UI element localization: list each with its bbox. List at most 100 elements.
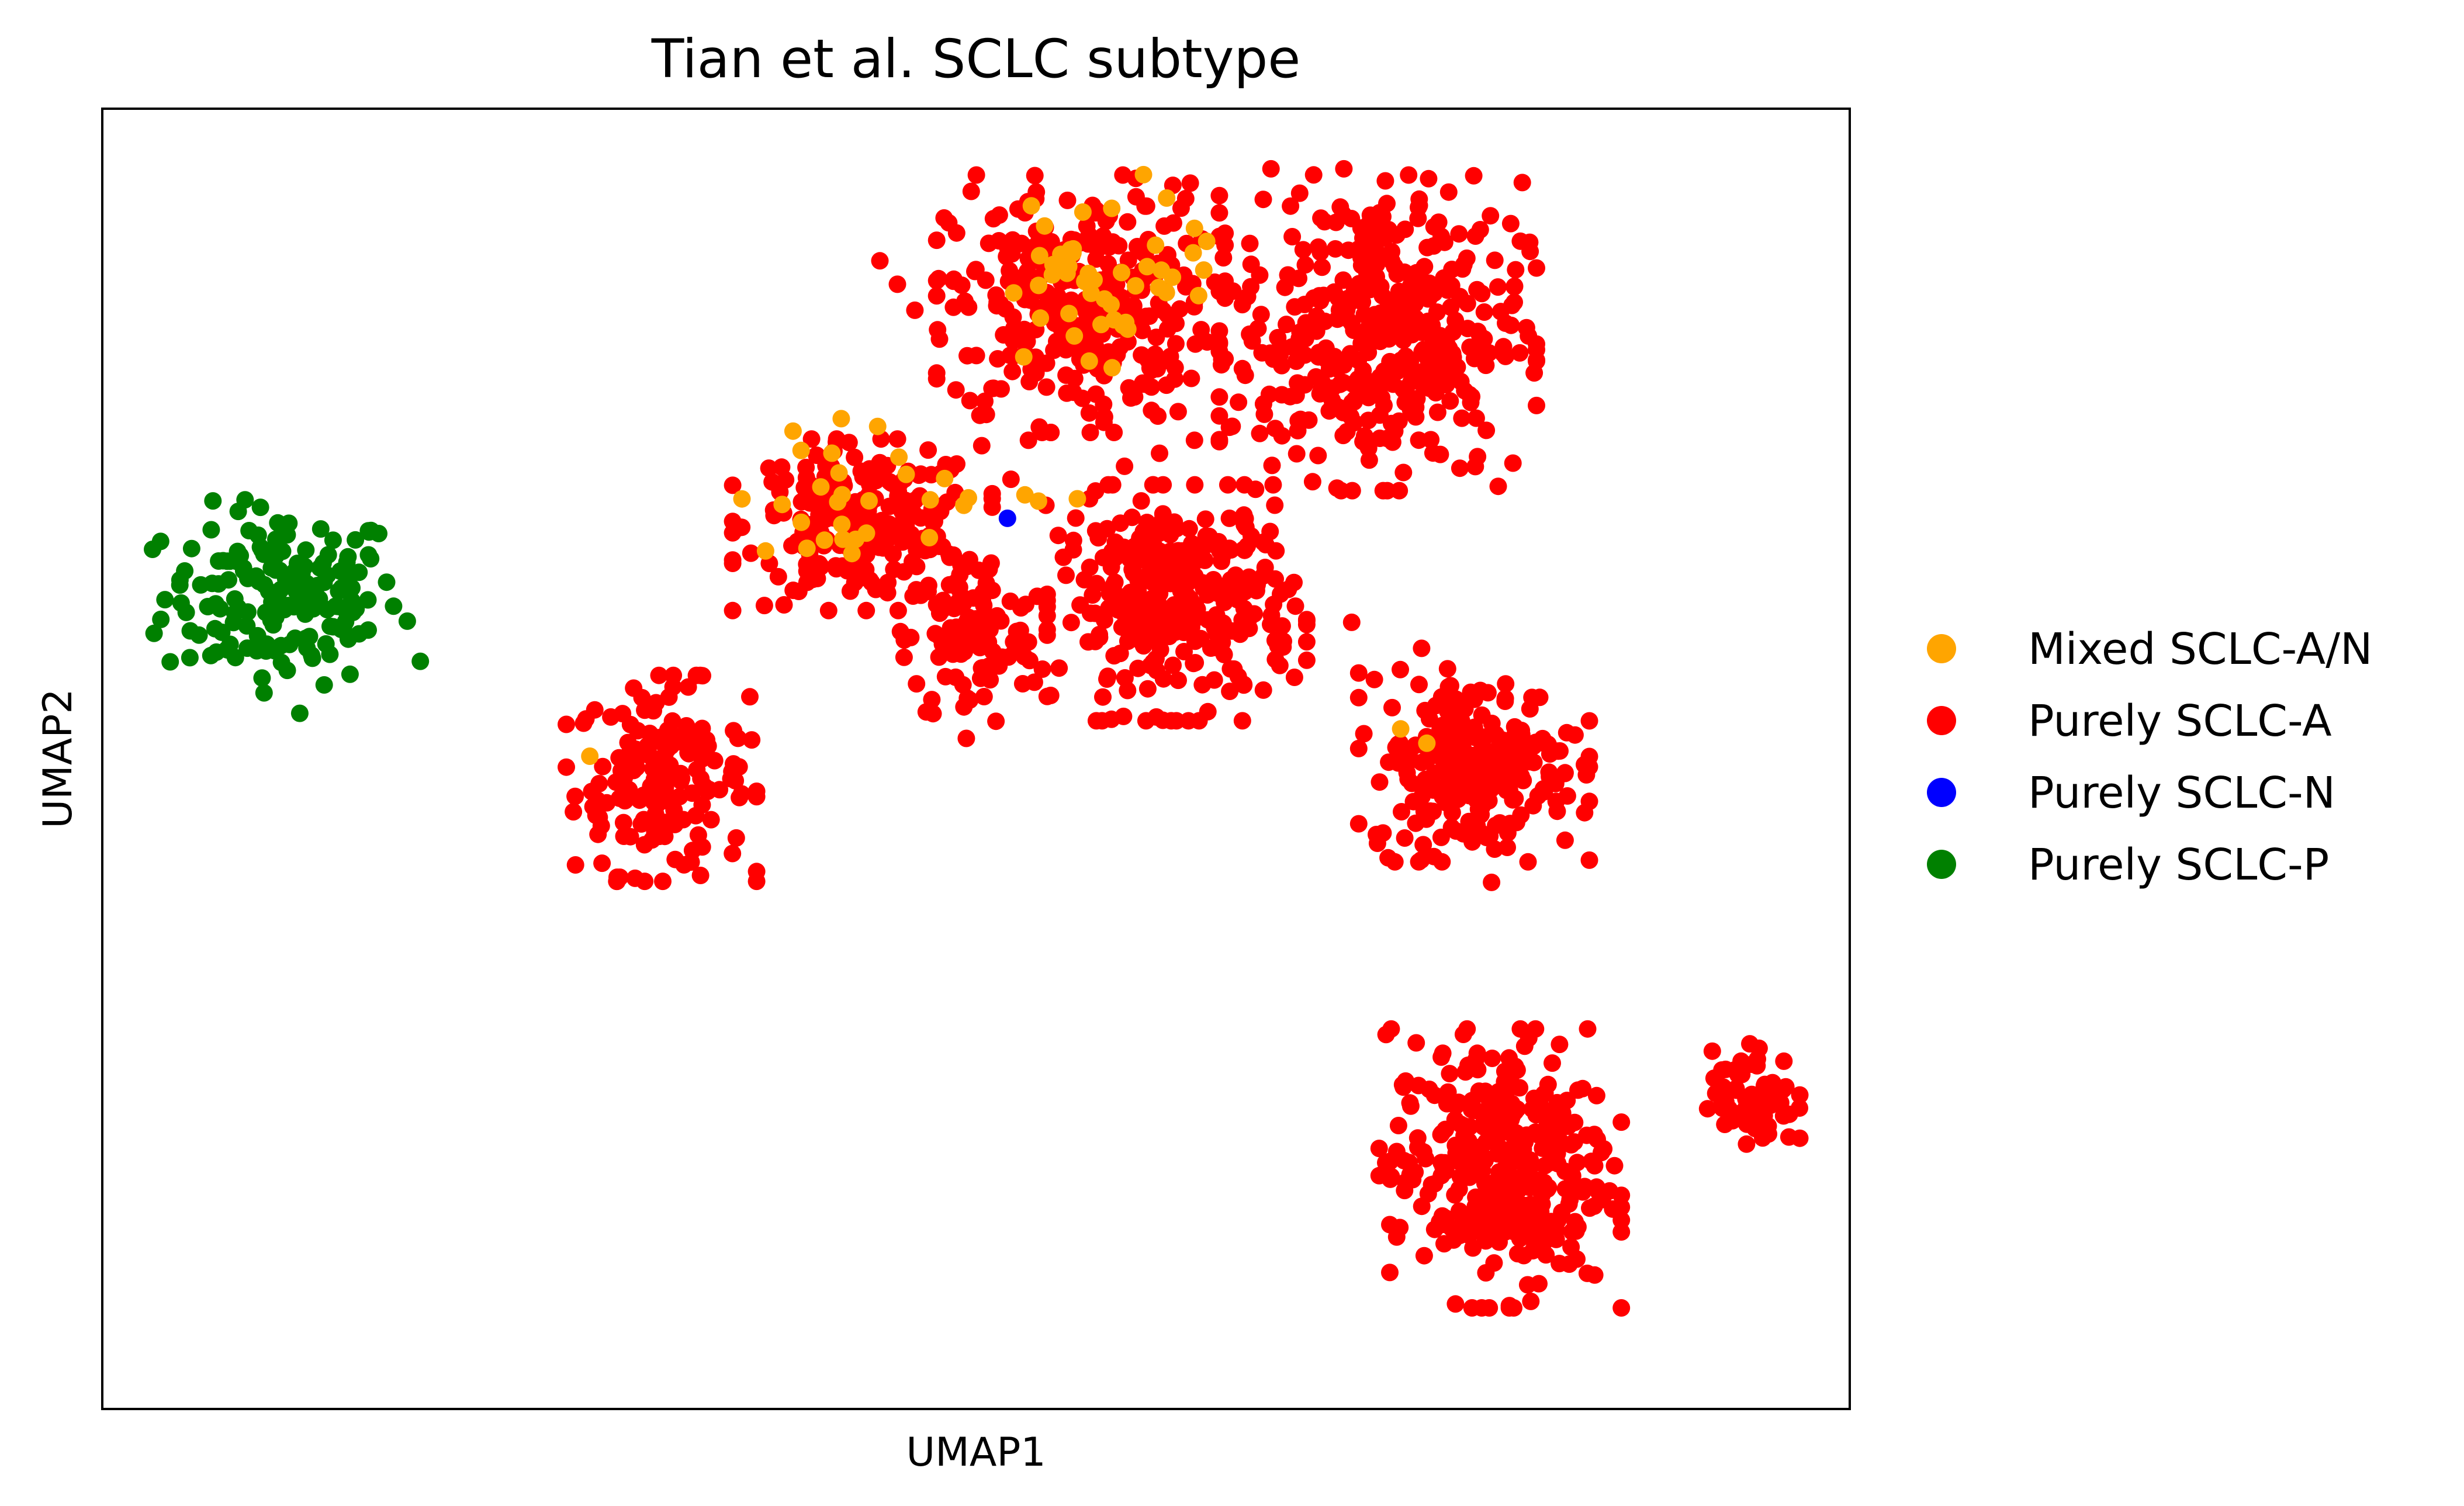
scatter-point-purely-sclc-a: [950, 580, 968, 598]
scatter-point-purely-sclc-a: [1067, 509, 1085, 527]
scatter-point-purely-sclc-a: [1530, 1275, 1548, 1293]
scatter-point-purely-sclc-a: [1243, 332, 1261, 350]
scatter-point-purely-sclc-a: [1368, 255, 1386, 273]
scatter-point-purely-sclc-a: [1451, 1168, 1469, 1186]
scatter-point-purely-sclc-a: [1438, 749, 1456, 767]
scatter-point-purely-sclc-a: [1273, 386, 1291, 404]
scatter-point-mixed-sclc-a-n: [1030, 276, 1048, 295]
scatter-point-purely-sclc-a: [1172, 199, 1190, 217]
scatter-point-purely-sclc-a: [1081, 424, 1099, 441]
scatter-point-purely-sclc-a: [1037, 378, 1055, 396]
scatter-point-purely-sclc-a: [1414, 836, 1432, 854]
scatter-point-purely-sclc-a: [990, 232, 1008, 250]
scatter-point-mixed-sclc-a-n: [921, 491, 939, 509]
scatter-point-purely-sclc-a: [1223, 622, 1241, 640]
scatter-point-purely-sclc-a: [1054, 548, 1072, 566]
scatter-point-purely-sclc-a: [1563, 1223, 1581, 1241]
scatter-point-purely-sclc-a: [1262, 615, 1279, 633]
scatter-point-purely-sclc-a: [1122, 590, 1140, 608]
scatter-point-purely-sclc-a: [1345, 321, 1363, 340]
scatter-point-purely-sclc-a: [1525, 753, 1543, 771]
scatter-point-purely-sclc-p: [269, 514, 287, 532]
scatter-point-mixed-sclc-a-n: [581, 747, 599, 765]
scatter-point-purely-sclc-a: [1155, 217, 1174, 235]
scatter-point-mixed-sclc-a-n: [792, 441, 810, 459]
scatter-point-purely-sclc-a: [1154, 302, 1172, 320]
scatter-point-purely-sclc-a: [840, 434, 858, 452]
scatter-point-purely-sclc-a: [727, 829, 745, 847]
scatter-point-purely-sclc-p: [359, 546, 378, 564]
scatter-point-purely-sclc-a: [1417, 274, 1435, 292]
scatter-point-purely-sclc-a: [1330, 301, 1348, 319]
scatter-point-purely-sclc-a: [798, 562, 816, 580]
scatter-point-purely-sclc-p: [226, 604, 244, 622]
scatter-point-purely-sclc-a: [1087, 201, 1105, 219]
scatter-point-mixed-sclc-a-n: [829, 493, 847, 511]
scatter-point-purely-sclc-a: [1434, 788, 1452, 806]
scatter-point-purely-sclc-a: [1612, 1211, 1631, 1229]
scatter-point-purely-sclc-a: [1282, 197, 1300, 215]
scatter-point-purely-sclc-a: [1176, 608, 1194, 626]
scatter-point-purely-sclc-a: [1527, 1020, 1545, 1038]
scatter-point-purely-sclc-a: [1496, 690, 1514, 708]
scatter-point-purely-sclc-a: [784, 581, 802, 600]
scatter-point-purely-sclc-a: [1390, 482, 1409, 500]
legend-label-mixed-sclc-a-n: Mixed SCLC-A/N: [2028, 624, 2372, 674]
scatter-point-purely-sclc-a: [819, 601, 838, 619]
scatter-point-purely-sclc-p: [255, 684, 273, 702]
scatter-point-purely-sclc-a: [1355, 725, 1373, 743]
scatter-point-purely-sclc-a: [1465, 167, 1483, 185]
scatter-point-purely-sclc-p: [319, 546, 337, 564]
scatter-point-purely-sclc-a: [1196, 510, 1214, 528]
scatter-point-purely-sclc-a: [577, 710, 595, 728]
scatter-point-purely-sclc-a: [1553, 1104, 1572, 1122]
scatter-point-purely-sclc-a: [888, 275, 906, 293]
scatter-point-purely-sclc-p: [206, 619, 224, 638]
scatter-point-purely-sclc-a: [1205, 671, 1223, 689]
scatter-point-mixed-sclc-a-n: [833, 515, 851, 534]
scatter-point-purely-sclc-a: [1170, 622, 1188, 640]
scatter-point-mixed-sclc-a-n: [830, 464, 848, 482]
scatter-point-purely-sclc-a: [1161, 548, 1179, 566]
scatter-point-purely-sclc-a: [1413, 753, 1431, 771]
scatter-point-purely-sclc-a: [1528, 259, 1545, 277]
scatter-point-purely-sclc-a: [1446, 1295, 1465, 1313]
scatter-point-purely-sclc-p: [264, 616, 282, 634]
scatter-point-mixed-sclc-a-n: [1103, 359, 1121, 377]
scatter-point-purely-sclc-a: [947, 381, 965, 399]
scatter-point-purely-sclc-p: [182, 539, 200, 558]
scatter-point-purely-sclc-a: [1500, 1191, 1518, 1209]
scatter-point-purely-sclc-a: [614, 774, 632, 792]
scatter-point-mixed-sclc-a-n: [823, 444, 841, 462]
scatter-point-purely-sclc-a: [1215, 579, 1233, 597]
scatter-point-purely-sclc-a: [1544, 1054, 1561, 1072]
scatter-point-purely-sclc-a: [878, 584, 897, 602]
scatter-point-purely-sclc-a: [1698, 1100, 1717, 1118]
scatter-point-purely-sclc-a: [1506, 790, 1524, 808]
scatter-point-purely-sclc-a: [1515, 1037, 1534, 1055]
scatter-point-purely-sclc-a: [802, 430, 821, 448]
scatter-point-purely-sclc-a: [1442, 298, 1460, 316]
scatter-point-purely-sclc-a: [1473, 285, 1491, 303]
scatter-point-purely-sclc-a: [1019, 633, 1037, 651]
scatter-point-purely-sclc-a: [1431, 371, 1449, 389]
scatter-point-purely-sclc-a: [1438, 337, 1456, 355]
scatter-point-mixed-sclc-a-n: [1198, 233, 1216, 250]
scatter-point-purely-sclc-a: [1417, 810, 1435, 828]
scatter-point-purely-sclc-a: [1084, 586, 1102, 604]
scatter-point-purely-sclc-a: [1254, 533, 1272, 551]
scatter-points: [144, 160, 1809, 1317]
scatter-point-purely-sclc-p: [144, 541, 161, 558]
scatter-point-purely-sclc-p: [341, 665, 359, 683]
scatter-point-purely-sclc-a: [846, 448, 864, 466]
scatter-point-purely-sclc-a: [1091, 628, 1109, 646]
scatter-point-purely-sclc-a: [1454, 1026, 1472, 1043]
scatter-point-purely-sclc-a: [1548, 802, 1566, 820]
scatter-point-mixed-sclc-a-n: [1061, 241, 1079, 259]
scatter-point-purely-sclc-a: [1705, 1069, 1723, 1088]
scatter-point-purely-sclc-a: [1313, 258, 1331, 276]
scatter-point-purely-sclc-a: [1417, 1150, 1435, 1168]
legend-marker-purely-sclc-n: [1927, 778, 1956, 807]
scatter-point-purely-sclc-p: [324, 531, 342, 549]
